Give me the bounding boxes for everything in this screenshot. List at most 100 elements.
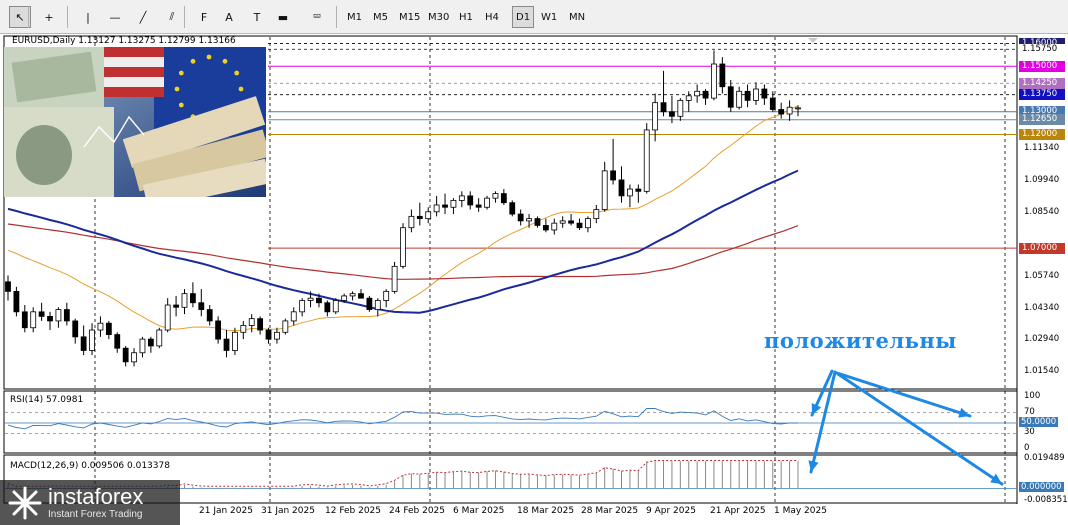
- timeframe-m5[interactable]: M5: [373, 11, 388, 23]
- candle-body: [122, 347, 129, 363]
- candle-body: [711, 63, 717, 99]
- timeframe-w1[interactable]: W1: [541, 11, 558, 23]
- logo-brand: instaforex: [48, 484, 144, 509]
- candle: [55, 307, 62, 328]
- symbol-info: EURUSD,Daily 1.13127 1.13275 1.12799 1.1…: [12, 36, 236, 46]
- candle-body: [72, 320, 79, 338]
- candle-body: [593, 209, 600, 220]
- eu-star-icon: [174, 86, 180, 92]
- candle-body: [669, 111, 675, 117]
- candle: [509, 200, 516, 217]
- candle: [433, 195, 440, 217]
- candle-body: [652, 102, 659, 131]
- chart-canvas[interactable]: [0, 34, 1068, 525]
- candle-body: [576, 222, 583, 229]
- timeframe-d1[interactable]: D1: [512, 6, 535, 28]
- candle: [105, 320, 112, 340]
- timeframe-m1[interactable]: M1: [347, 11, 362, 23]
- candle: [30, 307, 37, 333]
- candle: [736, 86, 743, 110]
- candle-body: [660, 102, 667, 113]
- candle-body: [677, 99, 684, 117]
- candle: [47, 311, 53, 331]
- fibonacci-icon[interactable]: F: [200, 10, 208, 24]
- candle-body: [21, 311, 28, 329]
- eu-star-icon: [178, 102, 184, 108]
- macd-axis-label: 0.000000: [1019, 482, 1064, 493]
- vertical-line-icon[interactable]: |: [86, 10, 90, 24]
- chart-area[interactable]: [0, 34, 1068, 525]
- candle-body: [274, 331, 280, 340]
- candle-body: [542, 225, 549, 231]
- price-level-tag: 1.15750: [1019, 43, 1065, 55]
- candle: [669, 95, 675, 124]
- candle: [299, 298, 306, 317]
- candle-body: [795, 107, 801, 110]
- candle: [198, 289, 205, 317]
- timeframe-mn[interactable]: MN: [569, 11, 586, 23]
- candle: [181, 289, 188, 315]
- candle: [467, 191, 474, 210]
- candle: [584, 216, 591, 233]
- candle: [635, 184, 642, 203]
- text-icon[interactable]: A: [225, 10, 233, 24]
- horizontal-line-icon[interactable]: —: [109, 10, 121, 24]
- rsi-label: RSI(14) 57.0981: [10, 395, 84, 405]
- shapes-icon[interactable]: ⮹: [312, 10, 322, 23]
- candle: [500, 189, 507, 205]
- candle: [349, 291, 356, 301]
- timeframe-h4[interactable]: H4: [485, 11, 499, 23]
- candle: [559, 216, 566, 228]
- candle-body: [89, 329, 95, 351]
- timeframe-m30[interactable]: M30: [428, 11, 450, 23]
- candle: [63, 302, 70, 326]
- trendline-icon[interactable]: ╱: [139, 10, 147, 24]
- candle-body: [114, 334, 121, 349]
- candle-body: [778, 109, 785, 115]
- rectangle-icon[interactable]: ▬: [277, 10, 289, 24]
- currency-photo: [4, 47, 266, 197]
- channel-icon[interactable]: ⫽: [169, 10, 175, 23]
- eu-star-icon: [238, 86, 244, 92]
- cursor-icon[interactable]: ↖: [9, 6, 31, 28]
- text-label-icon[interactable]: T: [253, 10, 261, 24]
- candle-body: [635, 188, 642, 192]
- candle: [114, 332, 121, 353]
- candle-body: [181, 293, 188, 308]
- candle-body: [584, 218, 591, 229]
- candle: [316, 293, 322, 308]
- arrow-head: [958, 407, 970, 418]
- candle: [542, 218, 549, 233]
- annotation-arrow-icon: [835, 371, 972, 418]
- price-level-tag: 1.13750: [1019, 89, 1065, 101]
- date-axis-label: 28 Mar 2025: [581, 506, 639, 516]
- candle: [391, 261, 398, 294]
- candle: [627, 184, 633, 208]
- eu-star-icon: [222, 58, 228, 64]
- candle: [21, 305, 28, 333]
- candle: [164, 298, 171, 333]
- crosshair-icon[interactable]: +: [44, 10, 54, 24]
- candle: [240, 320, 247, 340]
- candle: [685, 91, 692, 112]
- logo-tagline: Instant Forex Trading: [48, 509, 143, 520]
- timeframe-m15[interactable]: M15: [399, 11, 421, 23]
- candle: [400, 223, 406, 269]
- timeframe-h1[interactable]: H1: [459, 11, 473, 23]
- candle: [147, 336, 154, 353]
- candle: [475, 198, 482, 212]
- candle-body: [358, 293, 364, 299]
- candle-body: [727, 86, 734, 108]
- candle: [282, 318, 289, 335]
- rsi-axis-label: 100: [1024, 391, 1041, 401]
- candle: [5, 275, 11, 301]
- arrow-shaft: [836, 372, 1004, 486]
- candle-body: [425, 211, 432, 220]
- date-axis-label: 21 Jan 2025: [199, 506, 253, 516]
- candle: [425, 207, 432, 224]
- candle: [492, 191, 499, 203]
- candle: [660, 70, 667, 117]
- candle-body: [290, 311, 297, 322]
- candle: [139, 336, 146, 358]
